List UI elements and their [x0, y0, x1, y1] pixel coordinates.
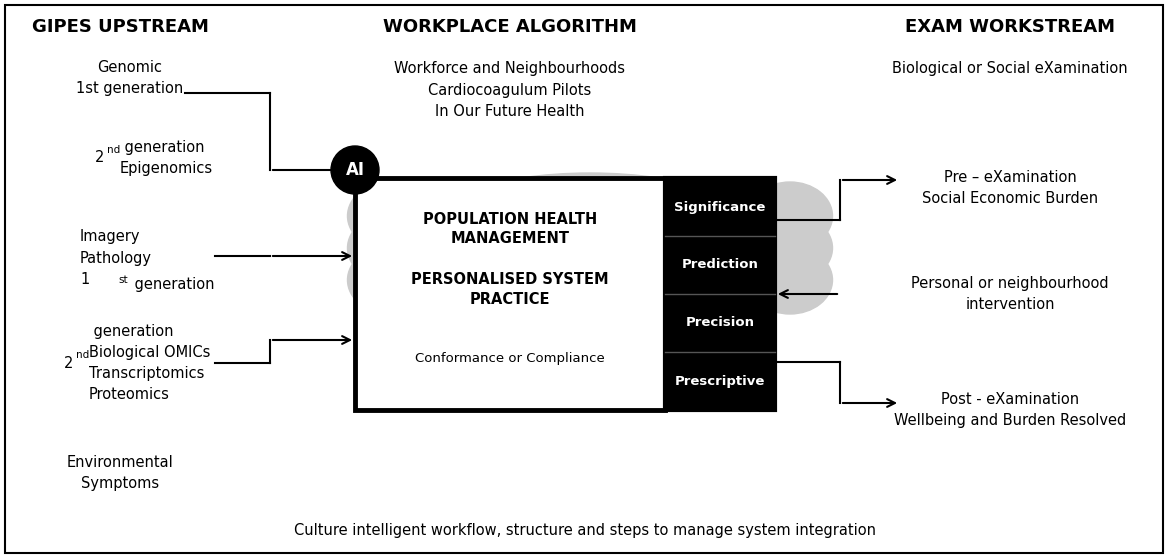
Text: nd: nd: [106, 145, 121, 155]
Text: In Our Future Health: In Our Future Health: [435, 104, 585, 119]
Text: Genomic
1st generation: Genomic 1st generation: [76, 60, 184, 96]
Text: Biological or Social eXamination: Biological or Social eXamination: [893, 60, 1128, 75]
Ellipse shape: [395, 255, 505, 345]
Text: generation
Biological OMICs
Transcriptomics
Proteomics: generation Biological OMICs Transcriptom…: [89, 324, 211, 402]
Ellipse shape: [748, 214, 833, 282]
Ellipse shape: [748, 246, 833, 314]
Bar: [355, 178, 665, 410]
Text: Pre – eXamination
Social Economic Burden: Pre – eXamination Social Economic Burden: [922, 170, 1099, 206]
Text: nd: nd: [76, 350, 89, 360]
Ellipse shape: [505, 291, 635, 386]
Text: Prescriptive: Prescriptive: [675, 374, 765, 387]
Ellipse shape: [347, 182, 433, 250]
Ellipse shape: [347, 214, 433, 282]
Ellipse shape: [400, 178, 780, 348]
Text: GIPES UPSTREAM: GIPES UPSTREAM: [32, 18, 208, 36]
Text: Environmental
Symptoms: Environmental Symptoms: [67, 455, 173, 491]
Text: Workforce and Neighbourhoods: Workforce and Neighbourhoods: [394, 60, 626, 75]
Ellipse shape: [645, 261, 755, 345]
Text: Culture intelligent workflow, structure and steps to manage system integration: Culture intelligent workflow, structure …: [294, 522, 876, 537]
Text: 2: 2: [64, 355, 74, 371]
Bar: [665, 178, 775, 410]
Ellipse shape: [435, 258, 585, 368]
Text: Prediction: Prediction: [682, 258, 758, 272]
Text: st: st: [118, 275, 128, 285]
Text: WORKPLACE ALGORITHM: WORKPLACE ALGORITHM: [383, 18, 636, 36]
Text: PERSONALISED SYSTEM
PRACTICE: PERSONALISED SYSTEM PRACTICE: [411, 272, 608, 307]
Ellipse shape: [410, 173, 770, 303]
Ellipse shape: [748, 182, 833, 250]
Text: AI: AI: [345, 161, 365, 179]
Text: Significance: Significance: [674, 200, 765, 214]
Text: EXAM WORKSTREAM: EXAM WORKSTREAM: [906, 18, 1115, 36]
Text: Imagery
Pathology
1: Imagery Pathology 1: [80, 229, 152, 286]
Text: POPULATION HEALTH
MANAGEMENT: POPULATION HEALTH MANAGEMENT: [422, 211, 597, 247]
Ellipse shape: [560, 267, 700, 373]
Circle shape: [331, 146, 379, 194]
Text: 2: 2: [95, 151, 104, 166]
Text: Cardiocoagulum Pilots: Cardiocoagulum Pilots: [428, 83, 592, 98]
Text: Personal or neighbourhood
intervention: Personal or neighbourhood intervention: [911, 276, 1109, 312]
Text: Post - eXamination
Wellbeing and Burden Resolved: Post - eXamination Wellbeing and Burden …: [894, 392, 1126, 428]
Text: generation
Epigenomics: generation Epigenomics: [121, 140, 213, 176]
Text: generation: generation: [130, 277, 214, 291]
Text: Conformance or Compliance: Conformance or Compliance: [415, 353, 605, 365]
Ellipse shape: [347, 246, 433, 314]
Text: Precision: Precision: [686, 316, 755, 330]
